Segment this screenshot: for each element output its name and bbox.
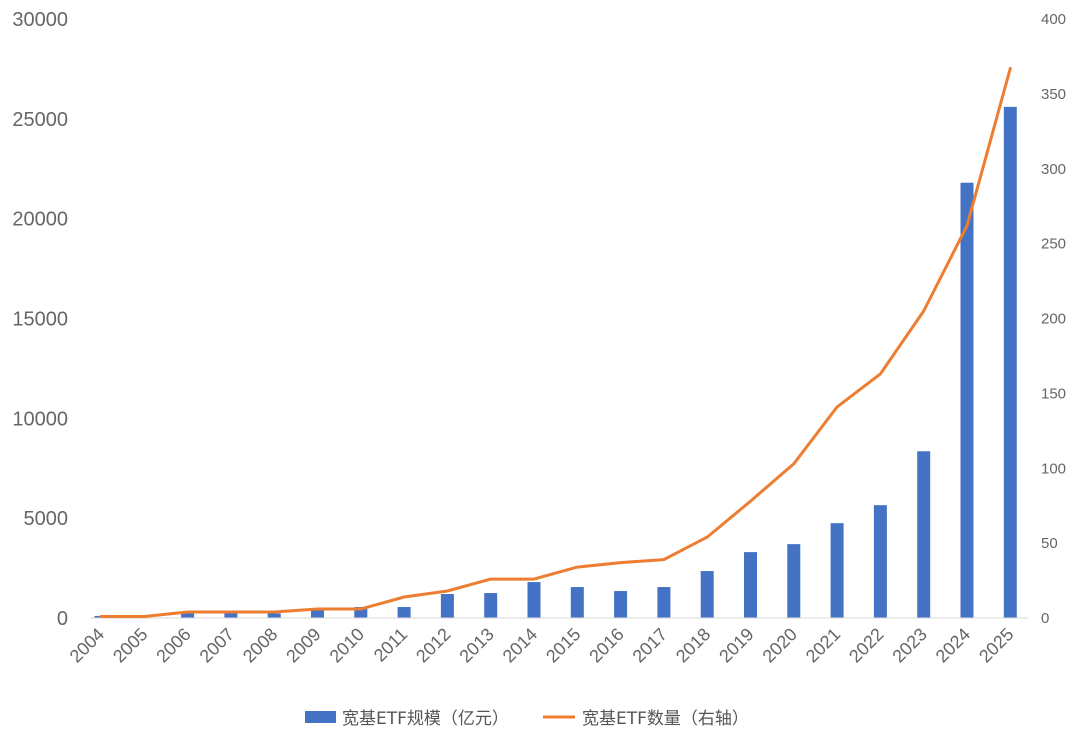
bar-2020 <box>787 544 801 618</box>
bar-2019 <box>744 552 757 618</box>
left-tick-label: 10000 <box>12 408 68 430</box>
bar-series <box>94 106 1017 618</box>
legend: 宽基ETF规模（亿元） 宽基ETF数量（右轴） <box>305 709 749 729</box>
right-tick-label: 400 <box>1041 11 1066 28</box>
x-tick-label: 2014 <box>499 624 541 666</box>
left-tick-label: 25000 <box>12 109 68 131</box>
right-tick-label: 100 <box>1041 460 1066 477</box>
right-tick-label: 200 <box>1041 311 1066 328</box>
right-tick-label: 150 <box>1041 385 1066 402</box>
bar-2006 <box>181 613 195 618</box>
left-tick-label: 5000 <box>24 508 69 530</box>
legend-swatch-bar <box>305 711 336 723</box>
x-tick-label: 2018 <box>672 624 714 666</box>
x-tick-label: 2021 <box>802 624 844 666</box>
bar-2013 <box>484 593 498 618</box>
line-path <box>99 66 1012 618</box>
x-tick-label: 2007 <box>196 624 238 666</box>
bar-2008 <box>267 613 281 618</box>
right-tick-label: 250 <box>1041 236 1066 253</box>
bar-2024 <box>960 182 974 618</box>
right-y-axis: 0 50 100 150 200 250 300 350 400 <box>1041 11 1066 627</box>
bar-2016 <box>614 591 628 618</box>
left-tick-label: 15000 <box>12 309 68 331</box>
bar-2023 <box>917 451 931 618</box>
x-tick-label: 2010 <box>326 624 368 666</box>
x-tick-label: 2008 <box>239 624 281 666</box>
x-tick-label: 2019 <box>715 624 757 666</box>
bar-2021 <box>830 523 844 618</box>
bar-2012 <box>440 594 454 618</box>
legend-label-line: 宽基ETF数量（右轴） <box>582 709 749 729</box>
x-tick-label: 2004 <box>66 624 108 666</box>
x-tick-label: 2013 <box>455 624 497 666</box>
legend-label-bar: 宽基ETF规模（亿元） <box>342 709 509 729</box>
bar-2014 <box>527 582 541 618</box>
bar-2009 <box>311 609 324 618</box>
left-tick-label: 0 <box>57 608 68 630</box>
bar-2007 <box>224 612 238 618</box>
bar-2025 <box>1003 106 1017 618</box>
x-tick-label: 2011 <box>370 624 412 666</box>
x-tick-label: 2022 <box>845 624 887 666</box>
x-tick-label: 2024 <box>932 624 974 666</box>
left-tick-label: 20000 <box>12 209 68 231</box>
bar-2022 <box>873 505 887 618</box>
x-tick-label: 2025 <box>975 624 1017 666</box>
x-tick-label: 2017 <box>629 624 671 666</box>
x-tick-label: 2015 <box>542 624 584 666</box>
bar-2018 <box>700 571 714 618</box>
left-y-axis: 0 5000 10000 15000 20000 25000 30000 <box>12 9 68 630</box>
right-tick-label: 50 <box>1041 535 1058 552</box>
left-tick-label: 30000 <box>12 9 68 31</box>
x-tick-label: 2020 <box>759 624 801 666</box>
bar-2017 <box>657 587 671 618</box>
line-series <box>99 66 1012 618</box>
x-tick-label: 2012 <box>412 624 454 666</box>
x-tick-label: 2016 <box>585 624 627 666</box>
bar-2015 <box>570 587 584 618</box>
x-tick-label: 2006 <box>152 624 194 666</box>
bar-2010 <box>354 607 368 618</box>
x-tick-label: 2009 <box>282 624 324 666</box>
x-tick-label: 2005 <box>109 624 151 666</box>
right-tick-label: 300 <box>1041 161 1066 178</box>
x-tick-label: 2023 <box>888 624 930 666</box>
x-axis: 2004 2005 2006 2007 2008 2009 2010 2011 2012 2013… <box>66 624 1018 666</box>
right-tick-label: 0 <box>1041 610 1049 627</box>
right-tick-label: 350 <box>1041 86 1066 103</box>
bar-2011 <box>397 607 411 618</box>
